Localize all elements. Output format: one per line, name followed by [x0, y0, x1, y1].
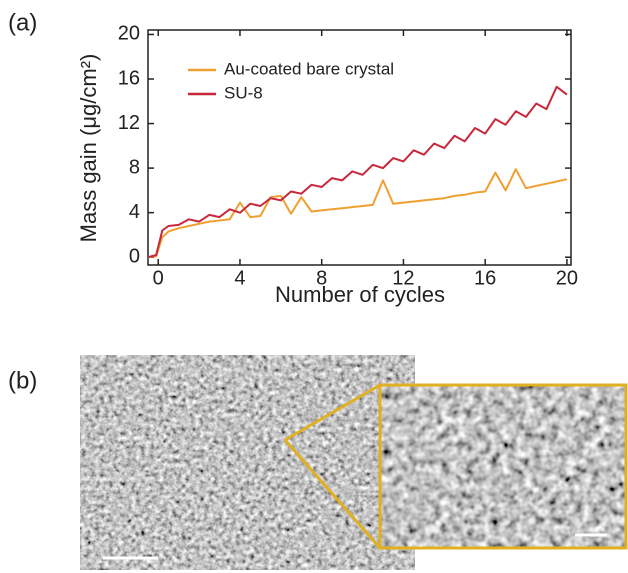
y-tick-label: 8	[129, 156, 140, 178]
sem-image	[80, 355, 415, 570]
data-line	[148, 169, 567, 257]
data-line	[148, 87, 567, 257]
x-tick-label: 12	[392, 267, 414, 289]
plot: Number of cycles Mass gain (μg/cm²) 0 4 8 1…	[76, 23, 578, 307]
y-tick-label: 0	[129, 245, 140, 267]
x-axis-label: Number of cycles	[275, 282, 445, 307]
x-tick-label: 8	[316, 267, 327, 289]
y-tick-label: 12	[118, 112, 140, 134]
y-tick-label: 16	[118, 67, 140, 89]
x-tick-label: 0	[153, 267, 164, 289]
x-tick-label: 4	[234, 267, 245, 289]
y-tick-label: 20	[118, 23, 140, 45]
panel-label: (a)	[8, 9, 37, 36]
x-tick-label: 16	[474, 267, 496, 289]
x-tick-label: 20	[556, 267, 578, 289]
sem-inset	[380, 385, 626, 548]
legend-label: SU-8	[224, 83, 263, 102]
panel-label: (b)	[8, 367, 37, 394]
legend-label: Au-coated bare crystal	[224, 59, 394, 78]
figure: (a) (b) Number of cycles Mass gain (μg/c…	[0, 0, 628, 573]
y-axis-label: Mass gain (μg/cm²)	[76, 54, 101, 243]
y-tick-label: 4	[129, 201, 140, 223]
